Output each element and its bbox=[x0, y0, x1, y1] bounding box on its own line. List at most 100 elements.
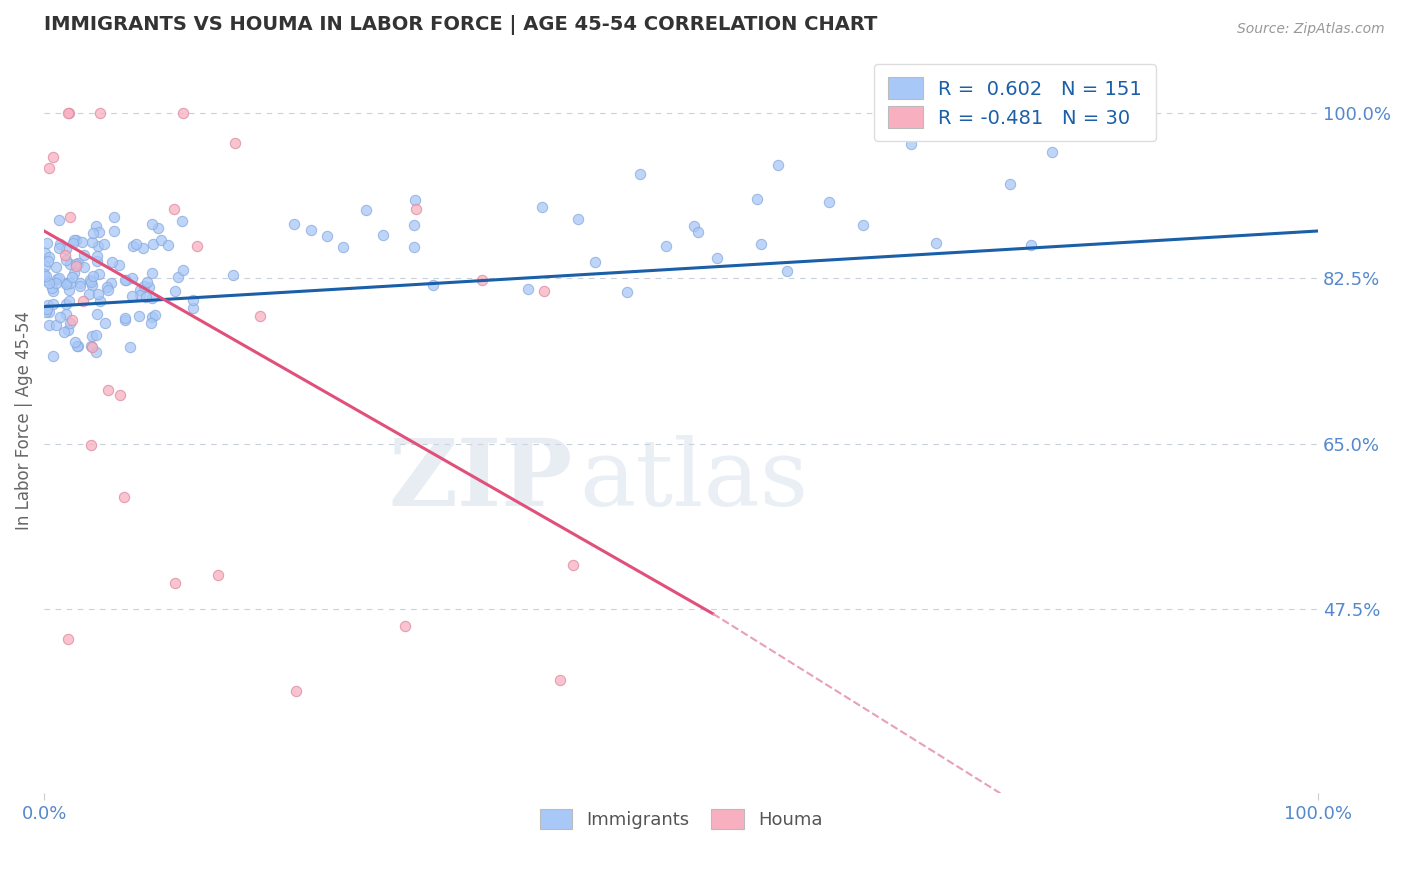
Point bbox=[52, 326, 75, 340]
Point bbox=[58, 105, 80, 120]
Point bbox=[41, 281, 63, 295]
Point bbox=[222, 268, 245, 283]
Point bbox=[66, 338, 89, 352]
Point bbox=[103, 210, 125, 224]
Point bbox=[93, 236, 115, 251]
Point bbox=[34, 273, 56, 287]
Point bbox=[156, 237, 179, 252]
Point bbox=[132, 279, 155, 293]
Point bbox=[53, 248, 76, 262]
Point bbox=[316, 229, 339, 244]
Point bbox=[59, 257, 82, 271]
Point bbox=[87, 239, 110, 253]
Point bbox=[354, 202, 377, 217]
Point bbox=[141, 310, 163, 325]
Point bbox=[72, 293, 94, 308]
Point bbox=[683, 219, 706, 233]
Point bbox=[58, 105, 80, 120]
Point bbox=[35, 268, 58, 283]
Point bbox=[122, 238, 145, 252]
Point bbox=[56, 323, 79, 337]
Point bbox=[35, 301, 58, 316]
Point bbox=[163, 576, 186, 591]
Point bbox=[172, 105, 194, 120]
Point bbox=[62, 235, 84, 250]
Point bbox=[45, 276, 67, 290]
Point bbox=[87, 225, 110, 239]
Y-axis label: In Labor Force | Age 45-54: In Labor Force | Age 45-54 bbox=[15, 310, 32, 530]
Point bbox=[55, 307, 77, 321]
Point bbox=[73, 260, 96, 274]
Point bbox=[49, 310, 72, 324]
Point bbox=[129, 288, 152, 302]
Point bbox=[42, 349, 65, 363]
Point bbox=[135, 290, 157, 304]
Point bbox=[60, 312, 83, 326]
Point bbox=[86, 253, 108, 268]
Point bbox=[59, 316, 82, 330]
Point bbox=[38, 250, 60, 264]
Point bbox=[118, 340, 141, 354]
Point bbox=[58, 283, 80, 297]
Point bbox=[299, 223, 322, 237]
Point bbox=[86, 249, 108, 263]
Point bbox=[80, 339, 103, 353]
Point bbox=[48, 236, 70, 251]
Point bbox=[69, 279, 91, 293]
Point bbox=[60, 269, 83, 284]
Point bbox=[65, 233, 87, 247]
Point bbox=[84, 345, 107, 359]
Point bbox=[48, 241, 70, 255]
Point bbox=[121, 270, 143, 285]
Point bbox=[80, 275, 103, 289]
Point bbox=[283, 217, 305, 231]
Point bbox=[89, 293, 111, 308]
Point bbox=[139, 316, 162, 330]
Point bbox=[172, 263, 194, 277]
Point bbox=[97, 283, 120, 297]
Point bbox=[142, 236, 165, 251]
Point bbox=[1040, 145, 1063, 159]
Legend: Immigrants, Houma: Immigrants, Houma bbox=[533, 802, 830, 837]
Point bbox=[138, 279, 160, 293]
Point bbox=[112, 490, 135, 504]
Point bbox=[706, 252, 728, 266]
Point bbox=[80, 437, 103, 451]
Text: ZIP: ZIP bbox=[388, 434, 572, 524]
Point bbox=[100, 255, 122, 269]
Point bbox=[108, 259, 131, 273]
Point bbox=[149, 233, 172, 247]
Point bbox=[87, 287, 110, 301]
Point bbox=[97, 383, 120, 397]
Point bbox=[82, 226, 104, 240]
Point bbox=[852, 219, 875, 233]
Point bbox=[373, 228, 395, 243]
Point bbox=[38, 305, 60, 319]
Point bbox=[817, 194, 839, 209]
Point bbox=[141, 266, 163, 280]
Point bbox=[45, 260, 67, 274]
Point bbox=[776, 264, 799, 278]
Point bbox=[94, 317, 117, 331]
Point bbox=[56, 276, 79, 290]
Point bbox=[38, 276, 60, 290]
Point bbox=[148, 220, 170, 235]
Point bbox=[114, 310, 136, 325]
Point bbox=[654, 238, 676, 252]
Point bbox=[86, 219, 108, 233]
Point bbox=[80, 278, 103, 293]
Point bbox=[108, 387, 131, 401]
Point bbox=[55, 242, 77, 256]
Point bbox=[284, 684, 307, 698]
Point bbox=[55, 277, 77, 291]
Point bbox=[166, 270, 188, 285]
Point bbox=[67, 256, 90, 270]
Point bbox=[394, 619, 416, 633]
Point bbox=[533, 284, 555, 298]
Point bbox=[37, 254, 59, 268]
Point bbox=[402, 240, 425, 254]
Point bbox=[69, 276, 91, 290]
Text: IMMIGRANTS VS HOUMA IN LABOR FORCE | AGE 45-54 CORRELATION CHART: IMMIGRANTS VS HOUMA IN LABOR FORCE | AGE… bbox=[44, 15, 877, 35]
Point bbox=[745, 192, 768, 206]
Point bbox=[79, 273, 101, 287]
